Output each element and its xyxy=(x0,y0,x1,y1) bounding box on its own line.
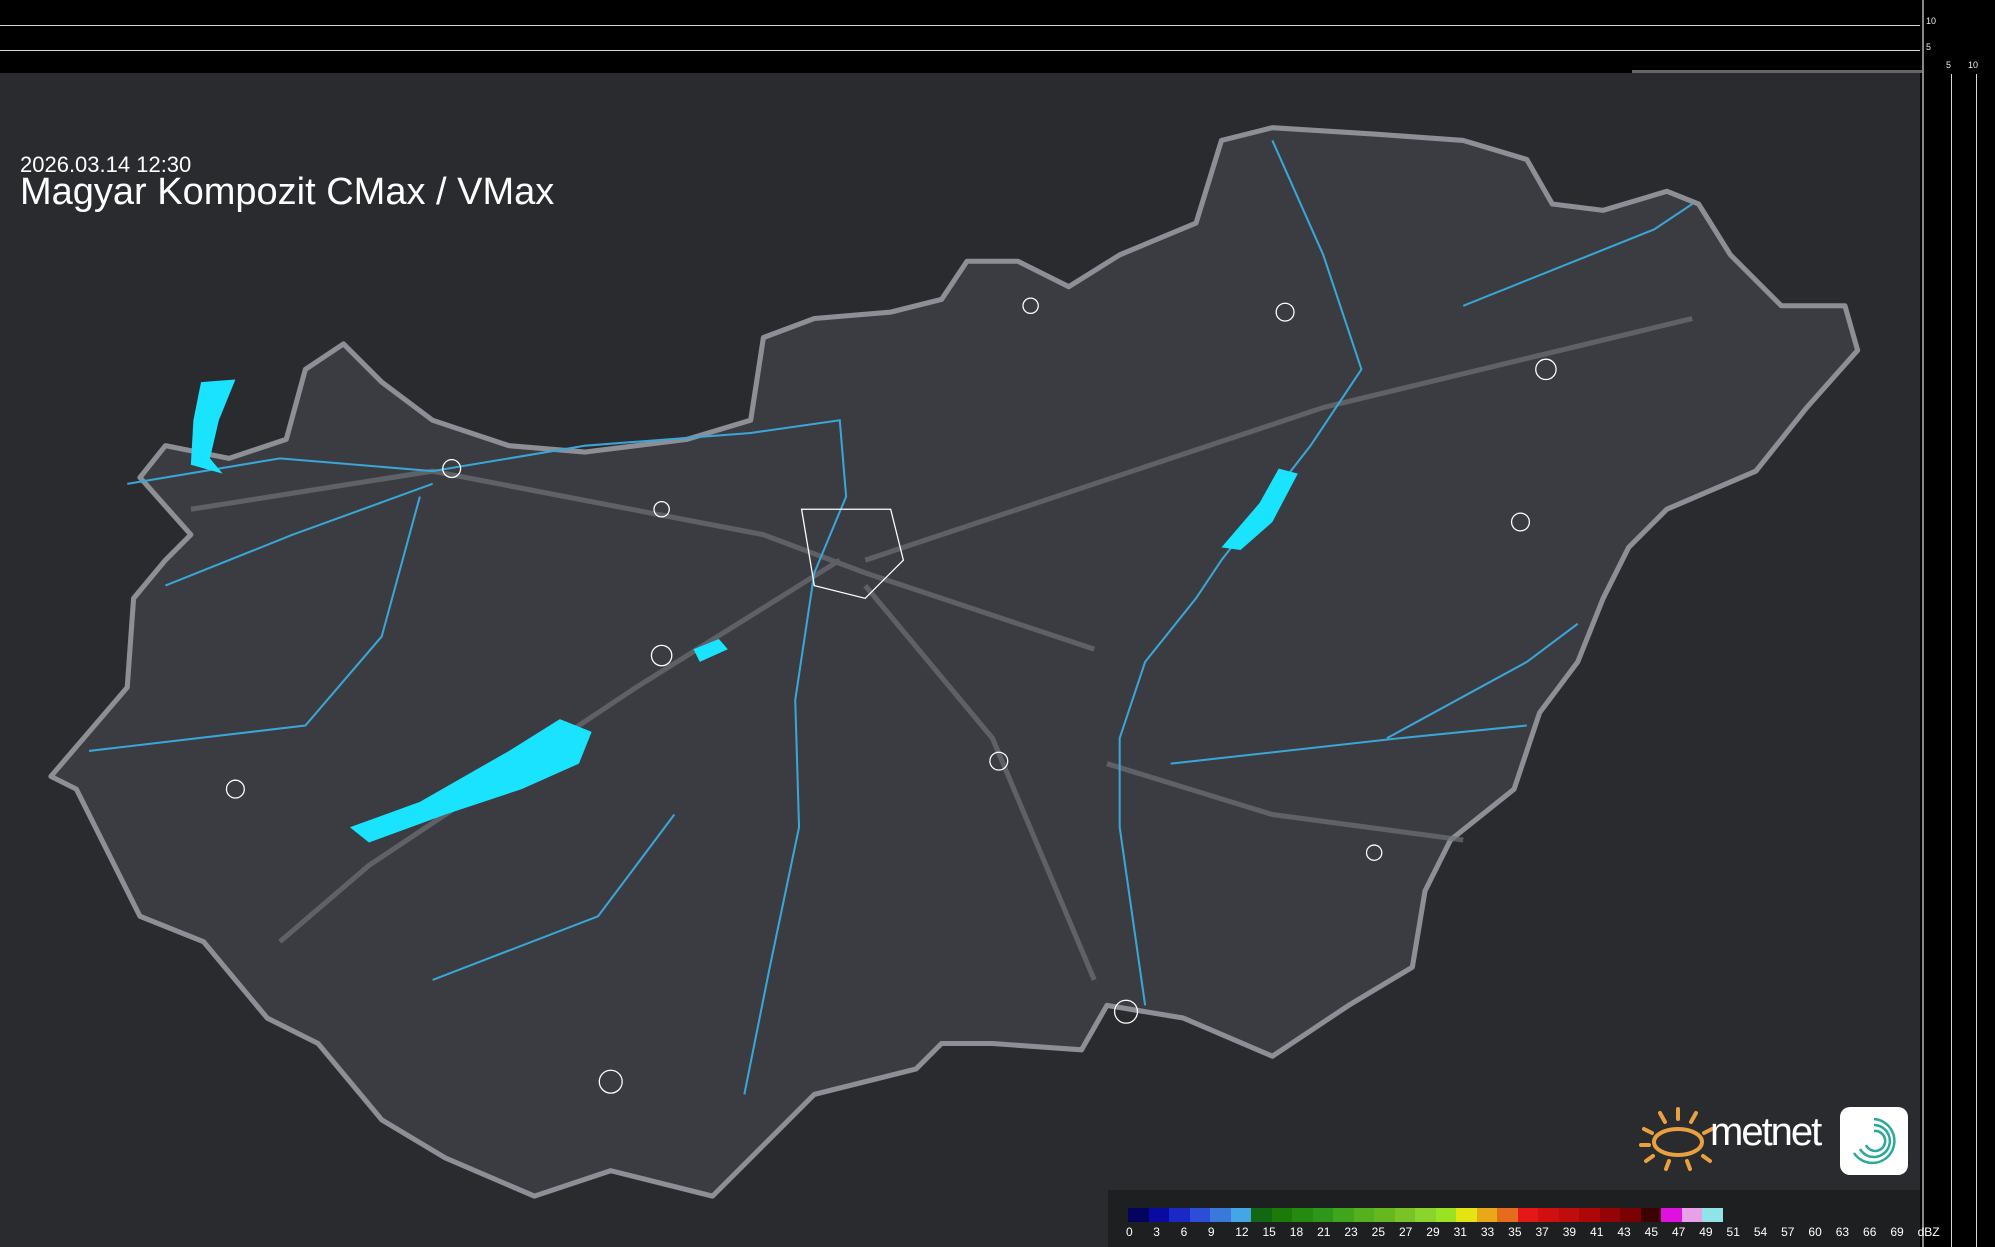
scale-bar xyxy=(1632,70,1922,73)
legend-label: 60 xyxy=(1808,1225,1822,1239)
legend-label: 33 xyxy=(1480,1225,1495,1239)
legend-swatches xyxy=(1128,1208,1723,1222)
spiral-app-icon xyxy=(1840,1107,1908,1175)
legend-swatch xyxy=(1128,1208,1149,1222)
legend-label: 37 xyxy=(1535,1225,1549,1239)
lakes xyxy=(190,379,1298,843)
lake-ferto xyxy=(190,379,236,474)
legend-label: 39 xyxy=(1562,1225,1577,1239)
legend-label: 0 xyxy=(1126,1225,1133,1239)
country-hungary xyxy=(48,125,1861,1199)
legend-label: 45 xyxy=(1644,1225,1658,1239)
legend-label: 63 xyxy=(1835,1225,1850,1239)
tick-h-5: 5 xyxy=(1946,60,1952,70)
legend-swatch xyxy=(1312,1208,1333,1222)
sun-icon xyxy=(1639,1107,1714,1171)
legend-swatch xyxy=(1251,1208,1272,1222)
legend-swatch xyxy=(1148,1208,1169,1222)
radar-map[interactable]: Magyar Kompozit CMax / VMax 2026.03.14 1… xyxy=(0,73,1920,1247)
legend-swatch xyxy=(1599,1208,1620,1222)
map-timestamp: 2026.03.14 12:30 xyxy=(20,152,192,177)
legend-label: 27 xyxy=(1398,1225,1413,1239)
river-danube xyxy=(127,419,848,1095)
legend-swatch xyxy=(1415,1208,1436,1222)
scale-vline-10 xyxy=(1976,74,1977,1247)
legend-swatch xyxy=(1230,1208,1251,1222)
tick-v-5: 5 xyxy=(1926,42,1932,52)
side-scale-panel: 10 5 5 10 xyxy=(1922,0,1995,1247)
legend-label: 57 xyxy=(1781,1225,1795,1239)
lake-velence xyxy=(693,639,728,662)
legend-swatch xyxy=(1394,1208,1415,1222)
river-tisza xyxy=(1118,139,1363,1006)
legend-label: 3 xyxy=(1153,1225,1160,1239)
legend-label: 51 xyxy=(1726,1225,1740,1239)
legend-label: 69 xyxy=(1890,1225,1904,1239)
city-outlines xyxy=(225,297,1557,1094)
legend-label: 49 xyxy=(1699,1225,1713,1239)
rivers xyxy=(88,139,1693,1095)
legend-swatch xyxy=(1189,1208,1210,1222)
legend-label: 43 xyxy=(1617,1225,1631,1239)
map-canvas xyxy=(48,125,1861,1199)
legend-swatch xyxy=(1353,1208,1374,1222)
legend-swatch xyxy=(1620,1208,1641,1222)
legend-label: 25 xyxy=(1371,1225,1386,1239)
legend-swatch xyxy=(1497,1208,1518,1222)
scale-vline-5 xyxy=(1951,74,1952,1247)
scale-line-10 xyxy=(0,25,1920,26)
legend-label: 54 xyxy=(1753,1225,1768,1239)
map-title: Magyar Kompozit CMax / VMax xyxy=(20,171,555,213)
tick-v-10: 10 xyxy=(1926,16,1937,26)
legend-swatch xyxy=(1579,1208,1600,1222)
lake-tisza xyxy=(1221,468,1298,550)
legend-label: 23 xyxy=(1344,1225,1358,1239)
legend-swatch xyxy=(1640,1208,1661,1222)
legend-label: 12 xyxy=(1235,1225,1249,1239)
legend-swatch xyxy=(1517,1208,1538,1222)
legend-swatch xyxy=(1169,1208,1190,1222)
legend-swatch xyxy=(1292,1208,1313,1222)
legend-label: 15 xyxy=(1262,1225,1276,1239)
legend-swatch xyxy=(1333,1208,1354,1222)
legend-label: 47 xyxy=(1671,1225,1686,1239)
legend-label: 9 xyxy=(1207,1225,1215,1239)
tick-h-10: 10 xyxy=(1968,60,1979,70)
legend-label: 31 xyxy=(1453,1225,1467,1239)
dbz-legend: 0 3 6 9 12 15 18 21 23 25 27 29 31 33 35 37 39 41 43 45 47 49… xyxy=(1108,1190,1940,1247)
top-scale-band xyxy=(0,0,1922,73)
legend-labels: 0 3 6 9 12 15 18 21 23 25 27 29 31 33 35 37 39 41 43 45 47 49… xyxy=(1126,1225,1945,1239)
brand-name: metnet xyxy=(1710,1110,1822,1154)
legend-swatch xyxy=(1271,1208,1292,1222)
legend-swatch xyxy=(1558,1208,1579,1222)
legend-swatch xyxy=(1456,1208,1477,1222)
legend-label: 6 xyxy=(1180,1225,1188,1239)
legend-label: 35 xyxy=(1508,1225,1522,1239)
legend-label: 18 xyxy=(1289,1225,1304,1239)
legend-swatch xyxy=(1702,1208,1723,1222)
roads xyxy=(190,316,1693,981)
legend-swatch xyxy=(1681,1208,1702,1222)
legend-unit: dBZ xyxy=(1917,1225,1940,1239)
legend-swatch xyxy=(1538,1208,1559,1222)
legend-label: 21 xyxy=(1317,1225,1331,1239)
lake-balaton xyxy=(349,719,592,843)
legend-swatch xyxy=(1374,1208,1395,1222)
legend-swatch xyxy=(1661,1208,1682,1222)
legend-swatch xyxy=(1476,1208,1497,1222)
legend-label: 41 xyxy=(1590,1225,1604,1239)
legend-label: 29 xyxy=(1426,1225,1440,1239)
legend-swatch xyxy=(1435,1208,1456,1222)
legend-label: 66 xyxy=(1863,1225,1877,1239)
scale-line-5 xyxy=(0,50,1920,51)
legend-swatch xyxy=(1210,1208,1231,1222)
